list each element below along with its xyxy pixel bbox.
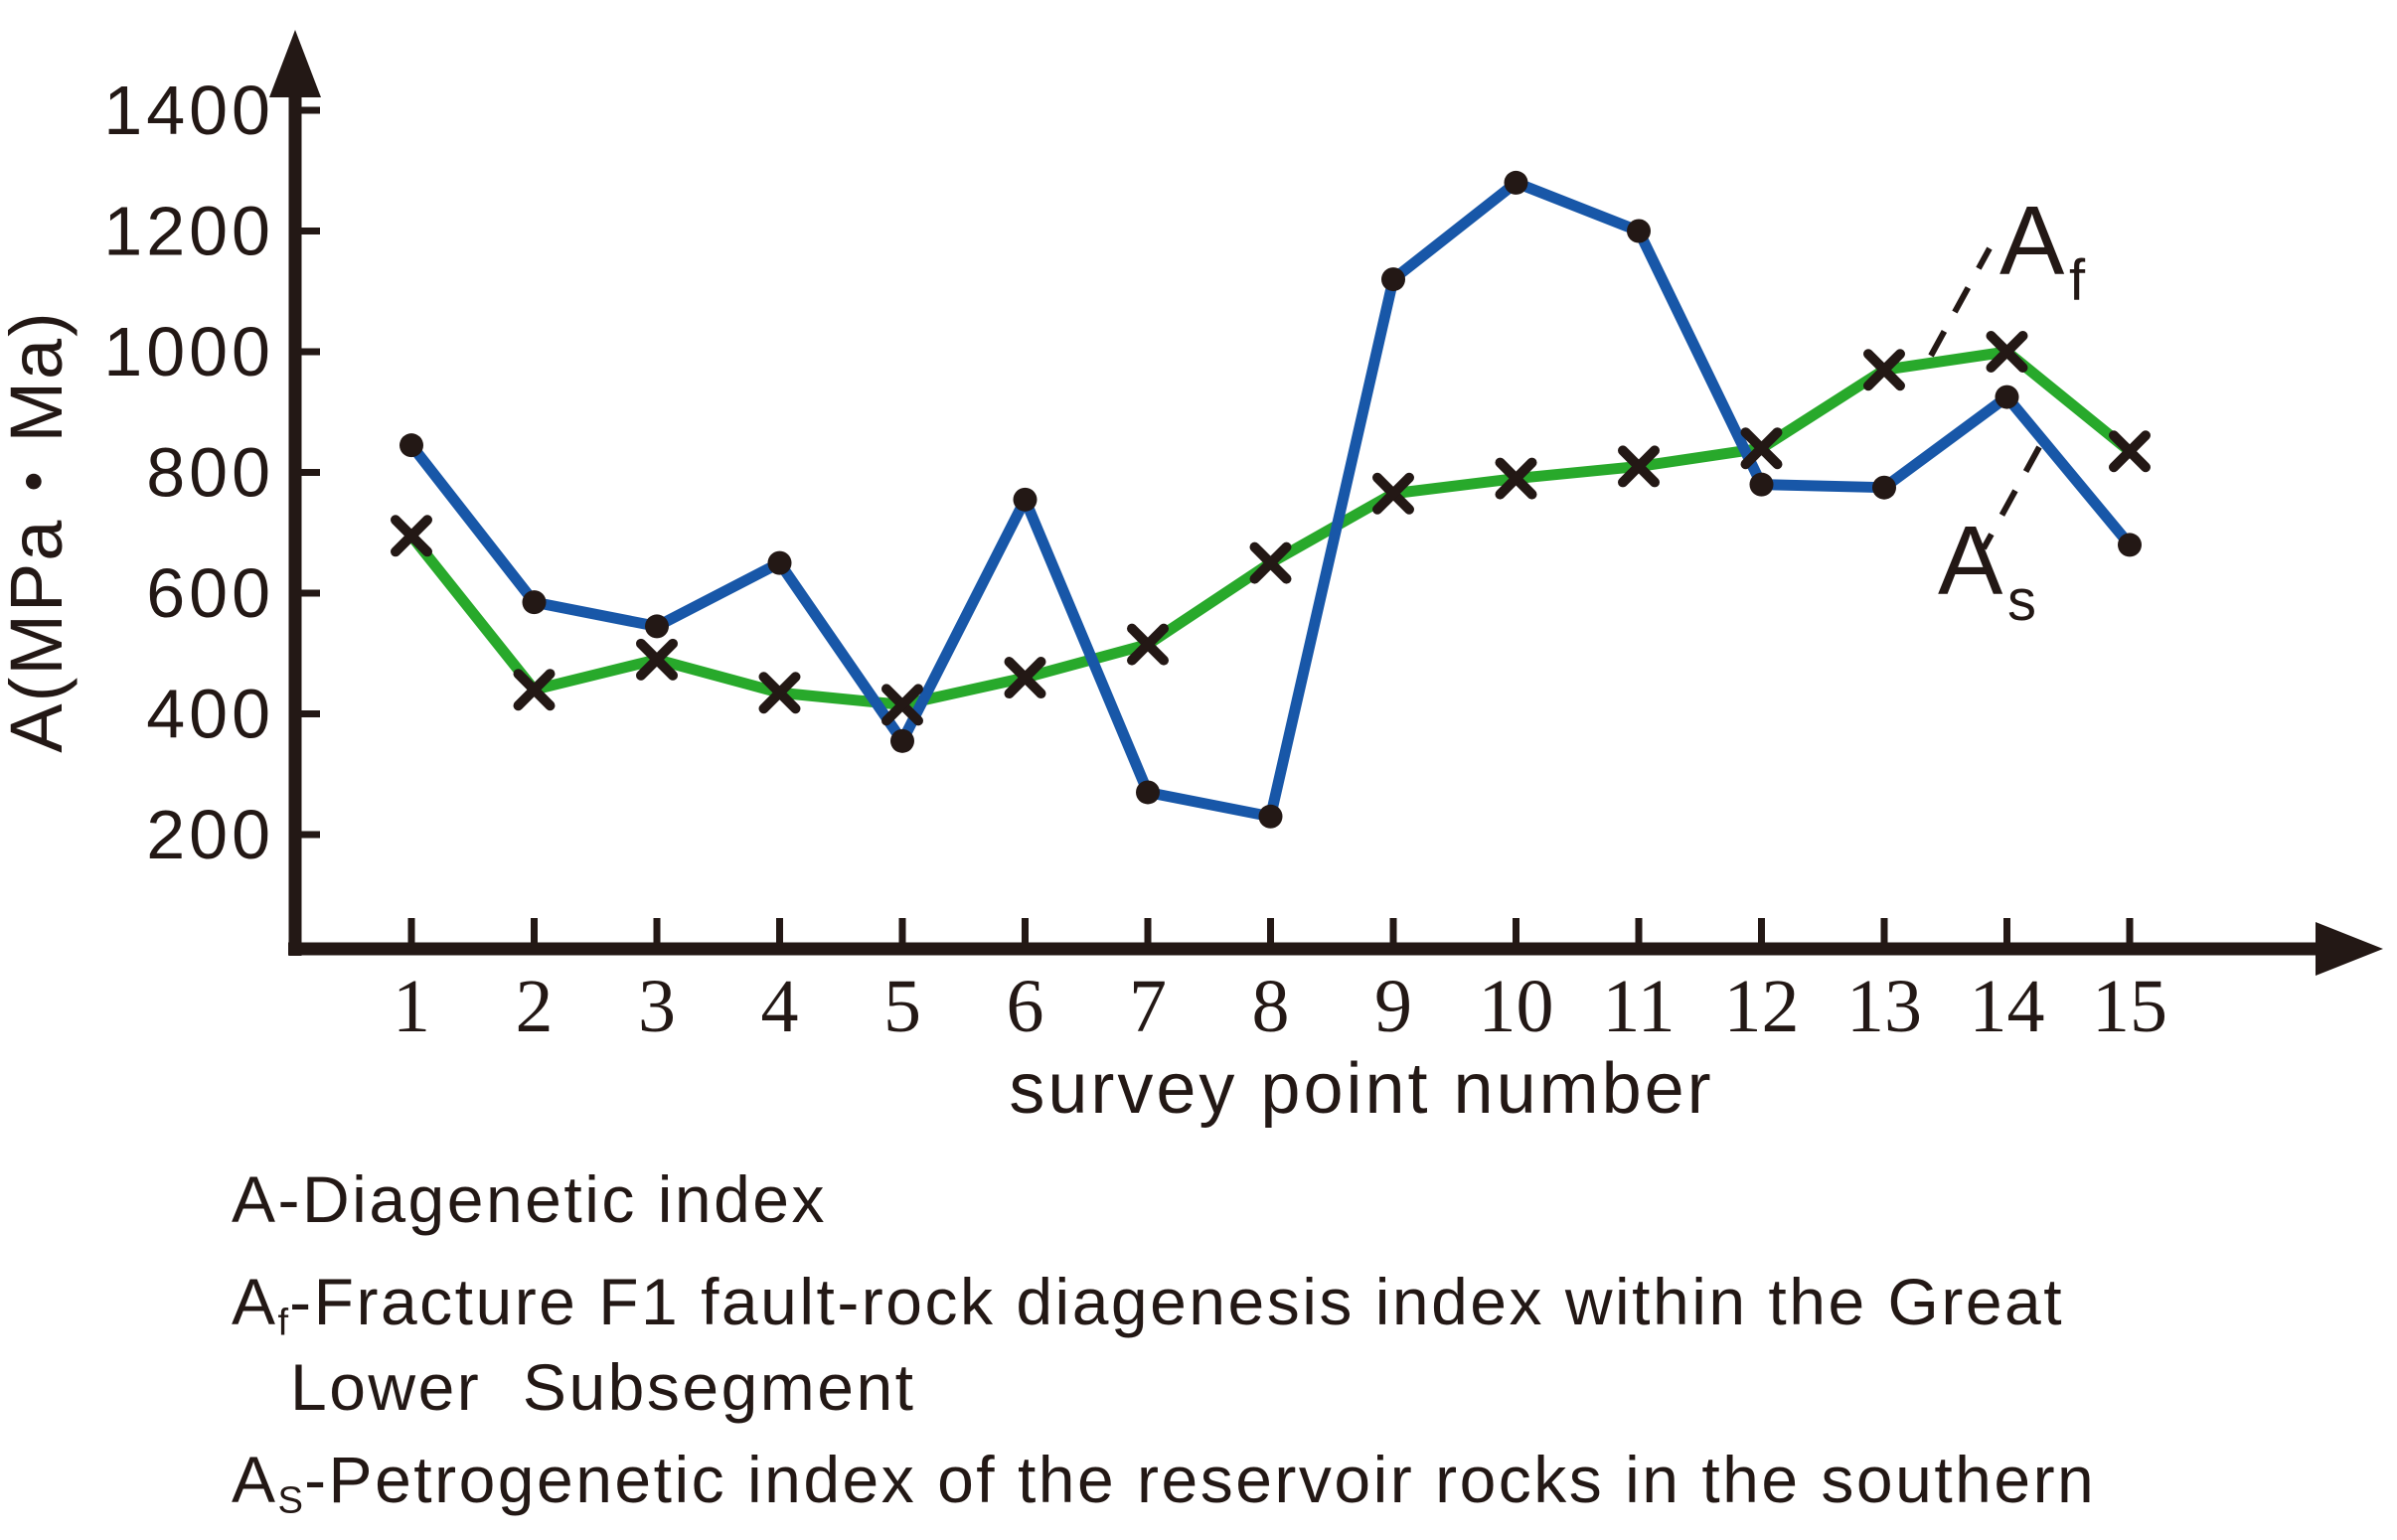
caption-text: Lower Subsegment: [290, 1350, 916, 1424]
marker-x-Af-15: [2109, 430, 2151, 473]
marker-x-Af-9: [1372, 472, 1414, 515]
marker-dot-As-5: [890, 728, 914, 753]
y-axis-arrowhead-icon: [269, 30, 321, 97]
marker-x-Af-11: [1618, 445, 1660, 488]
marker-x-Af-10: [1495, 457, 1537, 500]
marker-dot-As-3: [645, 614, 669, 639]
marker-dot-As-6: [1013, 487, 1038, 512]
x-tick-label-14: 14: [1970, 965, 2045, 1048]
y-tick-label-800: 800: [146, 434, 274, 512]
af-series-label: A: [1999, 186, 2065, 295]
marker-x-Af-14: [1986, 331, 2028, 373]
x-tick-label-8: 8: [1252, 965, 1290, 1048]
x-tick-label-15: 15: [2092, 965, 2167, 1048]
marker-dot-As-15: [2118, 533, 2142, 557]
y-tick-label-1200: 1200: [103, 193, 274, 270]
marker-dot-As-13: [1872, 475, 1896, 500]
series-line-As: [405, 177, 2136, 823]
marker-dot-As-12: [1749, 472, 1774, 497]
caption-symbol: A: [232, 1265, 278, 1338]
y-tick-label-1000: 1000: [103, 313, 274, 390]
marker-dot-As-11: [1627, 219, 1651, 243]
x-tick-label-5: 5: [883, 965, 921, 1048]
caption-symbol-subscript: S: [277, 1478, 305, 1522]
x-tick-label-10: 10: [1479, 965, 1554, 1048]
x-tick-label-7: 7: [1129, 965, 1167, 1048]
marker-x-Af-1: [391, 515, 432, 557]
x-tick-label-11: 11: [1602, 965, 1675, 1048]
af-leader-line: [1928, 246, 1993, 358]
x-tick-label-13: 13: [1846, 965, 1922, 1048]
marker-x-Af-3: [636, 638, 678, 681]
as-leader-line: [1981, 445, 2042, 550]
x-tick-label-4: 4: [761, 965, 799, 1048]
x-tick-label-2: 2: [516, 965, 554, 1048]
marker-dot-As-14: [1995, 385, 2019, 409]
marker-x-Af-8: [1249, 541, 1292, 584]
marker-x-Af-6: [1004, 657, 1046, 699]
x-tick-label-12: 12: [1724, 965, 1800, 1048]
y-tick-label-200: 200: [146, 796, 274, 873]
caption-line-af-continued: Lower Subsegment: [290, 1349, 916, 1425]
as-series-label-subscript: s: [2007, 568, 2036, 633]
caption-text: -Petrogenetic index of the reservoir roc…: [304, 1443, 2097, 1516]
caption-symbol-subscript: f: [277, 1301, 290, 1344]
marker-dot-As-9: [1381, 267, 1405, 292]
x-axis-arrowhead-icon: [2316, 922, 2383, 976]
caption-text: -Fracture F1 fault-rock diagenesis index…: [289, 1265, 2065, 1338]
marker-dot-As-10: [1504, 170, 1528, 195]
marker-x-Af-12: [1740, 427, 1783, 470]
marker-x-Af-5: [881, 684, 923, 726]
y-tick-label-600: 600: [146, 554, 274, 632]
marker-dot-As-2: [522, 590, 547, 615]
caption-line-as: AS-Petrogenetic index of the reservoir r…: [232, 1442, 2096, 1523]
caption-line-a: A-Diagenetic index: [232, 1161, 827, 1243]
caption-line-af: Af-Fracture F1 fault-rock diagenesis ind…: [232, 1264, 2064, 1345]
marker-x-Af-7: [1127, 623, 1169, 666]
y-tick-label-400: 400: [146, 676, 274, 753]
marker-dot-As-8: [1258, 804, 1283, 829]
caption-text: -Diagenetic index: [277, 1162, 827, 1236]
y-tick-label-1400: 1400: [103, 72, 274, 149]
af-series-label-subscript: f: [2069, 248, 2086, 313]
caption-symbol: A: [232, 1443, 278, 1516]
caption-symbol: A: [232, 1162, 278, 1236]
marker-dot-As-1: [400, 433, 423, 458]
marker-dot-As-7: [1136, 780, 1160, 805]
marker-x-Af-4: [758, 672, 801, 714]
x-axis-title: survey point number: [1009, 1049, 1713, 1129]
marker-x-Af-13: [1863, 349, 1905, 391]
x-tick-label-1: 1: [393, 965, 430, 1048]
x-tick-label-6: 6: [1007, 965, 1044, 1048]
marker-dot-As-4: [767, 550, 792, 575]
marker-x-Af-2: [513, 669, 556, 711]
y-axis-title: A(MPa・Ma): [0, 310, 78, 753]
x-tick-label-9: 9: [1374, 965, 1412, 1048]
x-tick-label-3: 3: [638, 965, 676, 1048]
as-series-label: A: [1938, 506, 2003, 615]
